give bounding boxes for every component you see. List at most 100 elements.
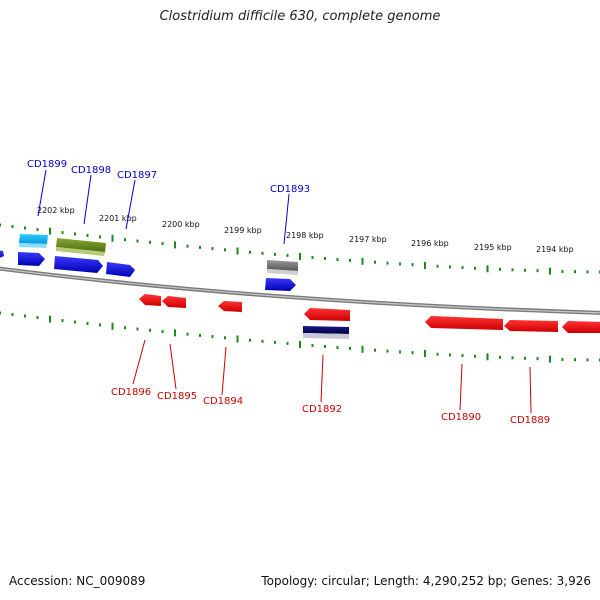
kbp-minor-tick	[11, 225, 14, 229]
kbp-minor-tick	[411, 263, 414, 267]
kbp-minor-tick	[436, 264, 439, 268]
gene-feature[interactable]	[106, 262, 135, 277]
kbp-minor-tick	[61, 231, 64, 235]
kbp-minor-tick	[136, 327, 139, 331]
gene-feature[interactable]	[54, 256, 103, 273]
kbp-minor-tick	[311, 256, 314, 259]
gene-feature[interactable]	[0, 250, 4, 260]
kbp-major-tick	[174, 329, 176, 337]
kbp-minor-tick	[524, 356, 526, 360]
kbp-minor-tick	[499, 267, 501, 271]
kbp-minor-tick	[586, 270, 589, 274]
gene-feature[interactable]	[425, 316, 503, 330]
kbp-minor-tick	[436, 352, 439, 356]
gene-feature[interactable]	[303, 326, 349, 334]
accession-text: Accession: NC_009089	[9, 574, 146, 588]
kbp-label: 2197 kbp	[349, 235, 387, 244]
gene-feature[interactable]	[162, 296, 186, 308]
kbp-minor-tick	[449, 265, 451, 269]
kbp-label: 2194 kbp	[536, 245, 574, 254]
gene-feature[interactable]	[218, 301, 242, 312]
gene-feature[interactable]	[562, 321, 600, 333]
gene-label-cd1892[interactable]: CD1892	[302, 404, 342, 415]
kbp-minor-tick	[399, 262, 401, 266]
kbp-label: 2202 kbp	[37, 206, 75, 215]
kbp-minor-tick	[586, 358, 589, 362]
kbp-major-tick	[236, 247, 239, 255]
kbp-minor-tick	[211, 247, 214, 251]
kbp-minor-tick	[36, 228, 39, 232]
kbp-minor-tick	[474, 266, 476, 270]
kbp-minor-tick	[224, 248, 226, 252]
kbp-label: 2201 kbp	[99, 214, 137, 223]
kbp-minor-tick	[149, 240, 151, 244]
kbp-minor-tick	[286, 253, 289, 257]
kbp-minor-tick	[349, 258, 351, 262]
genome-summary-text: Topology: circular; Length: 4,290,252 bp…	[261, 574, 591, 588]
kbp-major-tick	[486, 353, 489, 361]
kbp-minor-tick	[274, 340, 276, 344]
gene-label-cd1899[interactable]: CD1899	[27, 159, 67, 170]
kbp-minor-tick	[449, 353, 451, 357]
gene-label-cd1893[interactable]: CD1893	[270, 184, 310, 195]
kbp-major-tick	[424, 262, 426, 269]
kbp-minor-tick	[286, 341, 289, 345]
kbp-minor-tick	[249, 250, 251, 254]
kbp-minor-tick	[386, 349, 389, 353]
gene-label-cd1897[interactable]: CD1897	[117, 170, 157, 181]
kbp-minor-tick	[324, 345, 326, 348]
kbp-minor-tick	[86, 322, 89, 325]
kbp-label: 2198 kbp	[286, 231, 324, 240]
kbp-minor-tick	[24, 226, 26, 230]
kbp-major-tick	[486, 265, 489, 273]
kbp-minor-tick	[36, 316, 39, 320]
kbp-label: 2200 kbp	[162, 220, 200, 229]
kbp-minor-tick	[99, 235, 101, 239]
gene-feature[interactable]	[265, 278, 296, 291]
kbp-tick-track-upper	[0, 223, 600, 275]
gene-label-cd1889[interactable]: CD1889	[510, 415, 550, 426]
gene-feature[interactable]	[56, 238, 106, 252]
gene-feature[interactable]	[139, 294, 161, 306]
gene-feature[interactable]	[304, 308, 350, 321]
gene-feature[interactable]	[18, 252, 45, 266]
gene-label-cd1895[interactable]: CD1895	[157, 391, 197, 402]
kbp-minor-tick	[386, 261, 389, 265]
kbp-label: 2196 kbp	[411, 239, 449, 248]
kbp-minor-tick	[499, 355, 501, 359]
kbp-minor-tick	[574, 358, 576, 362]
kbp-major-tick	[424, 350, 426, 357]
forward-strand-features	[0, 234, 298, 291]
gene-feature[interactable]	[19, 234, 48, 244]
kbp-minor-tick	[399, 350, 401, 354]
kbp-minor-tick	[149, 328, 151, 332]
kbp-minor-tick	[186, 332, 189, 336]
kbp-minor-tick	[324, 257, 326, 260]
kbp-minor-tick	[536, 269, 539, 273]
kbp-minor-tick	[0, 223, 1, 227]
kbp-minor-tick	[511, 268, 514, 272]
kbp-minor-tick	[74, 320, 76, 324]
kbp-minor-tick	[0, 311, 1, 315]
kbp-minor-tick	[124, 238, 126, 242]
gene-feature[interactable]	[504, 320, 558, 332]
kbp-minor-tick	[336, 258, 339, 261]
gene-label-cd1890[interactable]: CD1890	[441, 412, 481, 423]
kbp-minor-tick	[11, 313, 14, 317]
gene-label-cd1894[interactable]: CD1894	[203, 396, 243, 407]
kbp-minor-tick	[261, 339, 264, 343]
genome-backbone	[0, 266, 600, 315]
kbp-minor-tick	[461, 266, 464, 270]
kbp-minor-tick	[186, 244, 189, 248]
gene-label-cd1898[interactable]: CD1898	[71, 165, 111, 176]
gene-label-cd1896[interactable]: CD1896	[111, 387, 151, 398]
kbp-major-tick	[111, 234, 114, 242]
kbp-minor-tick	[349, 346, 351, 350]
gene-feature[interactable]	[267, 260, 298, 271]
kbp-major-tick	[299, 341, 301, 348]
kbp-minor-tick	[124, 326, 126, 330]
kbp-minor-tick	[524, 268, 526, 272]
kbp-minor-tick	[24, 314, 26, 318]
kbp-minor-tick	[199, 333, 201, 337]
